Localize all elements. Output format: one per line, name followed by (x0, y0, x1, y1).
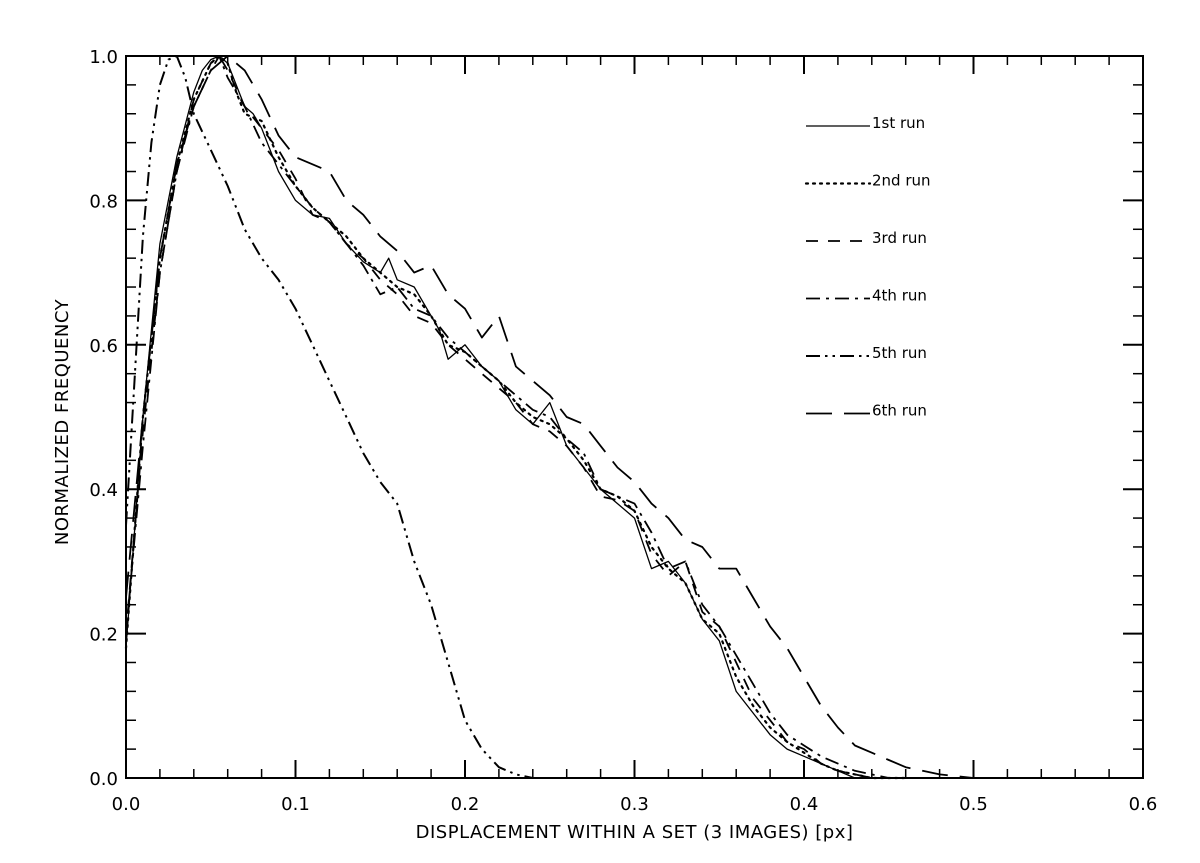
x-tick-label: 0.2 (451, 794, 480, 815)
y-axis-title: NORMALIZED FREQUENCY (52, 298, 73, 545)
x-axis-title: DISPLACEMENT WITHIN A SET (3 IMAGES) [px… (416, 822, 854, 843)
legend: 1st run 2nd run 3rd run 4th run 5th run 6th r… (804, 114, 931, 420)
legend-label-1: 1st run (872, 114, 925, 132)
series-line-2 (124, 54, 907, 780)
x-tick-label: 0.1 (281, 794, 310, 815)
x-tick-label: 0.5 (959, 794, 988, 815)
legend-label-4: 4th run (872, 287, 927, 305)
y-axis: 0.0 0.2 0.4 0.6 0.8 1.0 (89, 47, 1143, 790)
y-tick-label: 0.6 (89, 336, 118, 357)
y-tick-label: 0.2 (89, 625, 118, 646)
series-line-6 (125, 55, 1059, 779)
x-tick-label: 0.3 (620, 794, 649, 815)
y-tick-label: 0.8 (89, 191, 118, 212)
plot-area (125, 55, 1144, 779)
legend-label-2: 2nd run (872, 172, 931, 190)
legend-label-6: 6th run (872, 402, 927, 420)
legend-label-3: 3rd run (872, 229, 927, 247)
series-line-1 (125, 55, 889, 779)
y-tick-label: 1.0 (89, 47, 118, 68)
series-line-3 (125, 55, 906, 779)
x-tick-label: 0.0 (112, 794, 141, 815)
plot-frame (125, 55, 1144, 779)
series-layer (124, 54, 1059, 780)
x-tick-label: 0.4 (790, 794, 819, 815)
series-line-4 (125, 55, 923, 779)
x-axis: 0.0 0.1 0.2 0.3 0.4 0.5 0.6 (112, 56, 1158, 815)
y-tick-label: 0.0 (89, 769, 118, 790)
series-line-5 (125, 55, 567, 779)
legend-label-5: 5th run (872, 344, 927, 362)
y-tick-label: 0.4 (89, 480, 118, 501)
x-tick-label: 0.6 (1129, 794, 1158, 815)
